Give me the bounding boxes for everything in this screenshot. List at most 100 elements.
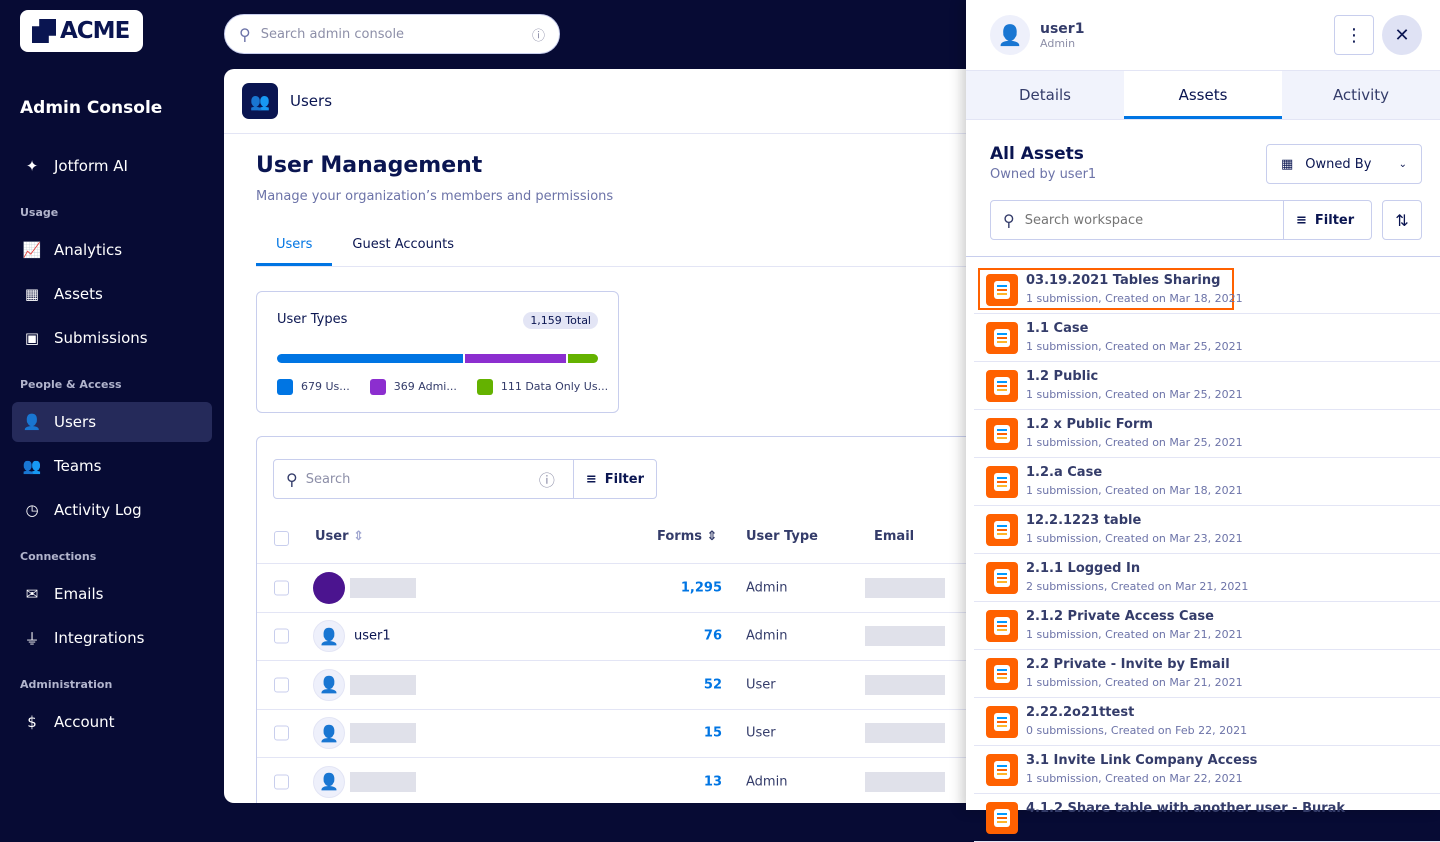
sidebar-item-submissions[interactable]: ▣ Submissions [12,318,212,358]
filter-icon: ≡ [585,471,597,487]
select-all-checkbox[interactable] [274,531,289,546]
close-button[interactable]: ✕ [1382,15,1422,55]
row-checkbox[interactable] [274,725,289,741]
acme-logo[interactable]: ACME [20,10,143,52]
redacted-email [865,771,945,792]
users-search-input[interactable] [297,471,539,487]
asset-name: 2.1.2 Private Access Case [1026,609,1214,624]
tab-assets[interactable]: Assets [1124,71,1282,119]
asset-item[interactable]: 2.1.2 Private Access Case 1 submission, C… [974,602,1440,650]
info-icon[interactable]: ⓘ [531,28,545,44]
tab-activity[interactable]: Activity [1332,86,1390,104]
owned-by-dropdown[interactable]: ▦ Owned By ⌄ [1266,144,1422,184]
asset-item[interactable]: 2.2 Private - Invite by Email 1 submissio… [974,650,1440,698]
row-checkbox[interactable] [274,580,289,595]
column-user[interactable]: User ⇕ [315,529,364,544]
sort-icon: ⇅ [1395,210,1409,230]
tab-users[interactable]: Users [256,229,333,266]
asset-item[interactable]: 1.1 Case 1 submission, Created on Mar 25,… [974,314,1440,362]
main-content: 👥 Users User Management Manage your organ… [224,69,984,803]
user-type: Admin [746,774,788,789]
forms-count[interactable]: 52 [703,677,722,692]
table-row[interactable]: 1,295 Admin [257,563,984,611]
workspace-search-input[interactable] [1024,212,1283,228]
sidebar-item-users[interactable]: 👤 Users [12,402,212,442]
forms-count[interactable]: 1,295 [680,580,722,595]
assets-icon: ▦ [1281,156,1294,172]
asset-item[interactable]: 03.19.2021 Tables Sharing 1 submission, C… [974,266,1440,314]
asset-name: 1.2.a Case [1026,465,1103,480]
users-search[interactable]: ⚲ ⓘ ≡Filter [273,459,657,499]
asset-item[interactable]: 2.1.1 Logged In 2 submissions, Created on… [974,554,1440,602]
user-type: User [746,725,776,741]
form-icon [986,514,1018,546]
sidebar-item-label: Account [54,713,115,731]
row-checkbox[interactable] [274,677,289,692]
forms-count[interactable]: 15 [703,725,722,741]
avatar [313,571,345,604]
sidebar-item-analytics[interactable]: 📈 Analytics [12,230,212,270]
asset-meta: 2 submissions, Created on Mar 21, 2021 [1026,580,1249,593]
sidebar-item-activity-log[interactable]: ◷ Activity Log [12,490,212,530]
user-types-card: User Types 1,159 Total 679 Us... 369 Admi… [256,291,619,413]
search-icon: ⚲ [286,469,298,489]
legend-item[interactable]: 369 Admi... [369,379,457,395]
forms-count[interactable]: 13 [703,774,722,789]
sidebar-title: Admin Console [20,98,163,118]
page-title: User Management [256,153,483,178]
info-icon[interactable]: ⓘ [538,471,555,490]
redacted-name [350,577,416,598]
asset-item[interactable]: 1.2 Public 1 submission, Created on Mar 2… [974,362,1440,410]
form-icon [986,370,1018,402]
tab-details[interactable]: Details [1018,86,1071,104]
admin-search-input[interactable] [260,26,522,42]
sort-button[interactable]: ⇅ [1382,200,1422,240]
asset-item[interactable]: 1.2 x Public Form 1 submission, Created o… [974,410,1440,458]
filter-button[interactable]: ≡ Filter [1283,201,1371,239]
sidebar-item-jotform-ai[interactable]: ✦ Jotform AI [12,146,212,186]
avatar: 👤 [313,765,345,798]
asset-item[interactable]: 2.22.2o21ttest 0 submissions, Created on … [974,698,1440,746]
table-row[interactable]: 👤 13 Admin [257,757,984,803]
sidebar-section: Connections [20,550,97,563]
logo-mark-icon [32,19,56,43]
divider [966,256,1440,257]
redacted-name [350,674,416,695]
filter-button[interactable]: ≡ Filter [572,460,656,498]
asset-meta: 1 submission, Created on Mar 21, 2021 [1026,676,1243,689]
table-row[interactable]: 👤 15 User [257,708,984,757]
asset-item[interactable]: 3.1 Invite Link Company Access 1 submissi… [974,746,1440,794]
admin-search[interactable]: ⚲ⓘ [224,14,560,54]
forms-count[interactable]: 76 [703,628,722,644]
asset-item[interactable]: 12.2.1223 table 1 submission, Created on … [974,506,1440,554]
bar-segment [567,354,598,363]
filter-icon: ≡ [1296,212,1307,228]
asset-item[interactable]: 1.2.a Case 1 submission, Created on Mar 1… [974,458,1440,506]
table-row[interactable]: 👤 52 User [257,660,984,708]
page-header: 👥 Users [224,69,984,134]
asset-meta: 1 submission, Created on Mar 18, 2021 [1026,292,1243,305]
row-checkbox[interactable] [274,774,289,789]
table-row[interactable]: 👤 user1 76 Admin [257,611,984,660]
legend-item[interactable]: 679 Us... [277,379,350,395]
sidebar-item-emails[interactable]: ✉ Emails [12,574,212,614]
user-type: Admin [746,580,788,595]
user-detail-panel: 👤 user1 Admin ⋮ ✕ Details Assets Activity Al… [966,0,1440,842]
tab-guest-accounts[interactable]: Guest Accounts [352,237,454,252]
form-icon [986,418,1018,450]
column-forms[interactable]: Forms ⇕ [657,529,718,544]
sidebar-item-assets[interactable]: ▦ Assets [12,274,212,314]
sidebar-item-integrations[interactable]: ⏚ Integrations [12,618,212,658]
legend-item[interactable]: 111 Data Only Us... [476,379,608,395]
workspace-search[interactable]: ⚲ ≡Filter [990,200,1372,240]
row-checkbox[interactable] [274,628,289,644]
asset-meta: 1 submission, Created on Mar 22, 2021 [1026,772,1243,785]
sidebar-section: People & Access [20,378,122,391]
more-options-button[interactable]: ⋮ [1334,15,1374,55]
redacted-email [865,723,945,743]
asset-meta: 1 submission, Created on Mar 23, 2021 [1026,532,1243,545]
sidebar-item-teams[interactable]: 👥 Teams [12,446,212,486]
sidebar-item-account[interactable]: $ Account [12,702,212,742]
total-badge: 1,159 Total [523,312,598,329]
asset-item[interactable]: 4.1.2 Share table with another user - Bu… [974,794,1440,842]
